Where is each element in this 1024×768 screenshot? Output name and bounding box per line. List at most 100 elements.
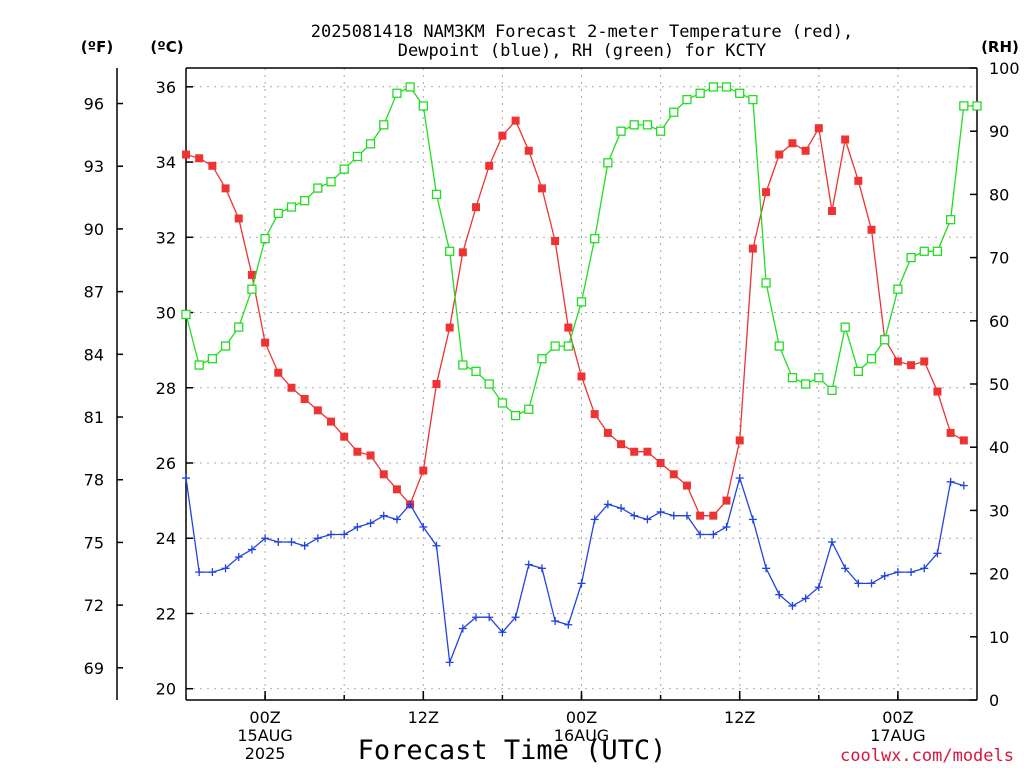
temperature-line bbox=[185, 119, 965, 517]
dewpoint-point bbox=[313, 534, 322, 543]
fahrenheit-tick-label: 87 bbox=[84, 283, 104, 302]
rh-point bbox=[972, 101, 982, 111]
temperature-point bbox=[854, 176, 863, 185]
dewpoint-point bbox=[735, 474, 744, 483]
rh-point bbox=[458, 360, 468, 370]
credit-link[interactable]: coolwx.com/models bbox=[840, 746, 1014, 766]
dewpoint-point bbox=[274, 538, 283, 546]
rh-point bbox=[919, 246, 929, 256]
temperature-point bbox=[946, 428, 955, 437]
rh-tick-label: 60 bbox=[989, 312, 1009, 331]
dewpoint-point bbox=[748, 515, 757, 524]
temperature-point bbox=[814, 124, 823, 133]
temperature-point bbox=[669, 470, 678, 479]
rh-point bbox=[497, 398, 508, 408]
temperature-point bbox=[762, 188, 771, 197]
fahrenheit-unit-label: (ºF) bbox=[81, 38, 113, 56]
temperature-series bbox=[182, 116, 968, 520]
rh-point bbox=[800, 379, 811, 389]
rh-point bbox=[392, 88, 402, 98]
rh-point bbox=[708, 82, 718, 92]
labels: 2025081418 NAM3KM Forecast 2-meter Tempe… bbox=[81, 22, 1019, 766]
dewpoint-point bbox=[827, 538, 836, 546]
temperature-point bbox=[735, 436, 744, 445]
dewpoint-point bbox=[458, 624, 467, 633]
temperature-point bbox=[775, 150, 784, 159]
temperature-point bbox=[920, 357, 929, 366]
rh-point bbox=[721, 82, 732, 92]
fahrenheit-tick-label: 72 bbox=[84, 596, 104, 615]
temperature-point bbox=[590, 410, 599, 419]
temperature-point bbox=[392, 485, 401, 494]
temperature-point bbox=[366, 451, 375, 460]
dewpoint-point bbox=[340, 530, 349, 539]
temperature-point bbox=[340, 432, 349, 441]
temperature-point bbox=[643, 447, 652, 456]
rh-point bbox=[405, 82, 415, 92]
fahrenheit-tick-label: 78 bbox=[84, 471, 104, 490]
dewpoint-line bbox=[185, 475, 964, 663]
chart-title-line-1: 2025081418 NAM3KM Forecast 2-meter Tempe… bbox=[311, 22, 853, 42]
temperature-point bbox=[221, 184, 230, 193]
temperature-point bbox=[682, 481, 691, 490]
dewpoint-point bbox=[445, 658, 454, 667]
temperature-point bbox=[445, 323, 454, 332]
dewpoint-point bbox=[867, 579, 876, 588]
temperature-point bbox=[617, 440, 626, 449]
temperature-point bbox=[195, 154, 204, 163]
dewpoint-point bbox=[669, 511, 678, 520]
temperature-point bbox=[234, 214, 243, 223]
rh-point bbox=[853, 366, 863, 377]
fahrenheit-tick-label: 90 bbox=[84, 220, 104, 239]
temperature-point bbox=[696, 511, 705, 520]
temperature-point bbox=[419, 466, 428, 475]
celsius-tick-label: 34 bbox=[156, 153, 176, 172]
celsius-tick-label: 22 bbox=[156, 604, 176, 623]
dewpoint-point bbox=[880, 571, 889, 580]
celsius-tick-label: 26 bbox=[156, 454, 176, 473]
rh-point bbox=[524, 404, 534, 414]
rh-point bbox=[959, 101, 969, 111]
fahrenheit-tick-label: 84 bbox=[84, 345, 104, 364]
temperature-point bbox=[511, 116, 520, 125]
rh-point bbox=[563, 341, 573, 351]
dewpoint-point bbox=[920, 564, 929, 573]
temperature-point bbox=[788, 139, 797, 148]
rh-point bbox=[313, 183, 323, 193]
rh-point bbox=[629, 120, 639, 130]
temperature-point bbox=[801, 146, 810, 155]
temperature-point bbox=[907, 361, 916, 370]
fahrenheit-tick-label: 75 bbox=[84, 533, 104, 552]
rh-point bbox=[299, 196, 310, 206]
temperature-point bbox=[300, 395, 309, 404]
dewpoint-point bbox=[537, 564, 546, 573]
temperature-point bbox=[564, 323, 573, 332]
dewpoint-point bbox=[432, 541, 441, 550]
temperature-point bbox=[208, 161, 217, 170]
dewpoint-point bbox=[933, 549, 942, 558]
celsius-tick-label: 30 bbox=[156, 304, 176, 323]
rh-point bbox=[603, 158, 613, 168]
rh-point bbox=[945, 215, 956, 225]
x-tick-label: 00Z bbox=[249, 708, 280, 727]
dewpoint-point bbox=[603, 500, 612, 509]
temperature-point bbox=[722, 496, 731, 505]
x-tick-label: 12Z bbox=[408, 708, 439, 727]
rh-point bbox=[814, 373, 824, 383]
dewpoint-point bbox=[959, 481, 968, 490]
dewpoint-point bbox=[406, 500, 415, 509]
dewpoint-point bbox=[234, 553, 243, 562]
rh-point bbox=[510, 410, 521, 421]
dewpoint-point bbox=[261, 534, 270, 543]
chart-title-line-2: Dewpoint (blue), RH (green) for KCTY bbox=[398, 41, 766, 61]
rh-point bbox=[234, 322, 244, 332]
dewpoint-point bbox=[722, 522, 731, 531]
rh-tick-label: 50 bbox=[989, 375, 1009, 394]
rh-point bbox=[194, 360, 204, 370]
dewpoint-point bbox=[788, 601, 797, 610]
rh-point bbox=[774, 341, 784, 351]
dewpoint-point bbox=[946, 477, 955, 486]
dewpoint-point bbox=[208, 568, 217, 577]
x-tick-label: 00Z bbox=[882, 708, 913, 727]
